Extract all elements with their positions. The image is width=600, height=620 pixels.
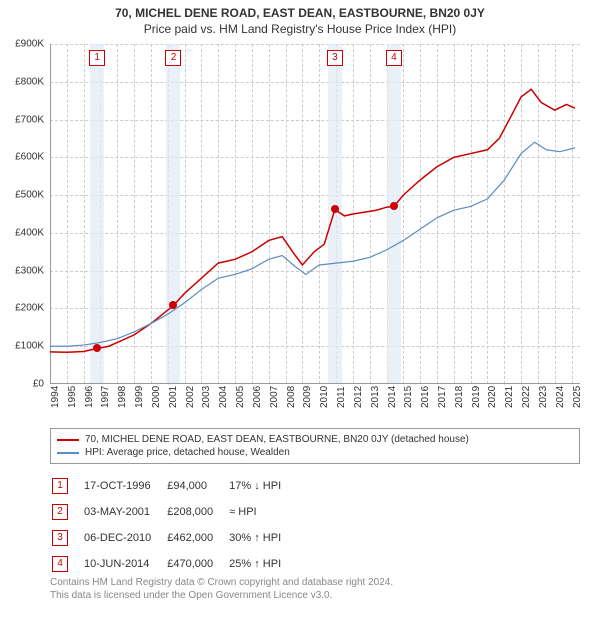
event-marker-box: 2 <box>165 50 181 66</box>
event-index-box: 2 <box>52 504 68 520</box>
event-delta: 30% ↑ HPI <box>229 526 295 550</box>
y-axis-tick-label: £800K <box>0 76 44 87</box>
chart-container: 70, MICHEL DENE ROAD, EAST DEAN, EASTBOU… <box>0 0 600 620</box>
sale-point-marker <box>93 344 101 352</box>
event-row: 3 06-DEC-2010£462,00030% ↑ HPI <box>52 526 295 550</box>
y-axis-tick-label: £700K <box>0 114 44 125</box>
event-index-box: 3 <box>52 530 68 546</box>
event-price: £462,000 <box>167 526 227 550</box>
footer-attribution: Contains HM Land Registry data © Crown c… <box>50 576 393 602</box>
event-marker-box: 4 <box>386 50 402 66</box>
y-axis-tick-label: £300K <box>0 265 44 276</box>
event-marker-box: 1 <box>89 50 105 66</box>
series-line-property_price <box>50 89 575 352</box>
legend-swatch-hpi <box>57 452 79 454</box>
chart-subtitle: Price paid vs. HM Land Registry's House … <box>0 20 600 36</box>
event-marker-box: 3 <box>327 50 343 66</box>
y-axis-tick-label: £600K <box>0 152 44 163</box>
event-price: £208,000 <box>167 500 227 524</box>
event-date: 17-OCT-1996 <box>84 474 165 498</box>
y-axis-tick-label: £200K <box>0 303 44 314</box>
event-date: 06-DEC-2010 <box>84 526 165 550</box>
event-index-box: 4 <box>52 556 68 572</box>
legend-label-property: 70, MICHEL DENE ROAD, EAST DEAN, EASTBOU… <box>85 434 469 445</box>
y-axis-tick-label: £400K <box>0 227 44 238</box>
event-date: 10-JUN-2014 <box>84 552 165 576</box>
event-row: 2 03-MAY-2001£208,000≈ HPI <box>52 500 295 524</box>
event-row: 1 17-OCT-1996£94,00017% ↓ HPI <box>52 474 295 498</box>
event-row: 4 10-JUN-2014£470,00025% ↑ HPI <box>52 552 295 576</box>
event-price: £470,000 <box>167 552 227 576</box>
series-lines <box>50 44 580 384</box>
sale-point-marker <box>331 205 339 213</box>
chart-title: 70, MICHEL DENE ROAD, EAST DEAN, EASTBOU… <box>0 0 600 20</box>
legend-label-hpi: HPI: Average price, detached house, Weal… <box>85 447 290 458</box>
event-price: £94,000 <box>167 474 227 498</box>
legend: 70, MICHEL DENE ROAD, EAST DEAN, EASTBOU… <box>50 428 580 464</box>
y-axis-tick-label: £100K <box>0 341 44 352</box>
series-line-hpi <box>50 142 575 346</box>
event-index-box: 1 <box>52 478 68 494</box>
event-delta: 25% ↑ HPI <box>229 552 295 576</box>
legend-swatch-property <box>57 439 79 441</box>
event-delta: 17% ↓ HPI <box>229 474 295 498</box>
y-axis-tick-label: £500K <box>0 190 44 201</box>
legend-row-hpi: HPI: Average price, detached house, Weal… <box>57 446 573 459</box>
sale-point-marker <box>169 301 177 309</box>
events-table: 1 17-OCT-1996£94,00017% ↓ HPI 2 03-MAY-2001… <box>50 472 297 578</box>
y-axis-tick-label: £0 <box>0 379 44 390</box>
footer-line-2: This data is licensed under the Open Gov… <box>50 589 393 602</box>
legend-row-property: 70, MICHEL DENE ROAD, EAST DEAN, EASTBOU… <box>57 433 573 446</box>
footer-line-1: Contains HM Land Registry data © Crown c… <box>50 576 393 589</box>
y-axis-tick-label: £900K <box>0 39 44 50</box>
event-delta: ≈ HPI <box>229 500 295 524</box>
event-date: 03-MAY-2001 <box>84 500 165 524</box>
sale-point-marker <box>390 202 398 210</box>
